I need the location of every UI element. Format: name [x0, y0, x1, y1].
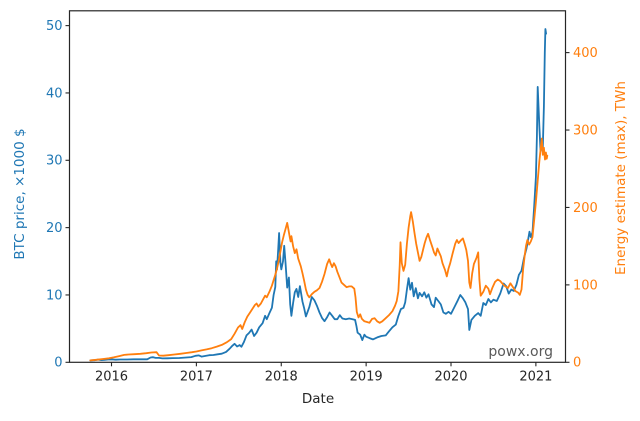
- x-tick-label: 2017: [180, 369, 213, 384]
- plot-frame: [68, 10, 567, 363]
- energy-estimate-line: [89, 137, 549, 362]
- x-tick-label: 2016: [95, 369, 128, 384]
- left-tick-label: 10: [46, 288, 63, 303]
- x-tick-label: 2019: [350, 369, 383, 384]
- left-axis-label: BTC price, ×1000 $: [12, 128, 28, 260]
- left-tick-label: 50: [46, 19, 63, 34]
- right-axis-label: Energy estimate (max), TWh: [613, 81, 629, 275]
- btc-price-line: [89, 28, 547, 362]
- watermark-text: powx.org: [488, 344, 553, 360]
- left-tick-label: 40: [46, 86, 63, 101]
- x-tick-label: 2018: [265, 369, 298, 384]
- right-tick-label: 300: [573, 123, 598, 138]
- left-tick-label: 0: [54, 356, 62, 371]
- x-tick-label: 2021: [519, 369, 552, 384]
- x-tick-label: 2020: [434, 369, 467, 384]
- right-tick-label: 400: [573, 46, 598, 61]
- right-tick-label: 100: [573, 278, 598, 293]
- right-tick-label: 0: [573, 356, 581, 371]
- left-tick-label: 30: [46, 154, 63, 169]
- left-tick-label: 20: [46, 221, 63, 236]
- right-tick-label: 200: [573, 201, 598, 216]
- x-axis-label: Date: [301, 391, 335, 407]
